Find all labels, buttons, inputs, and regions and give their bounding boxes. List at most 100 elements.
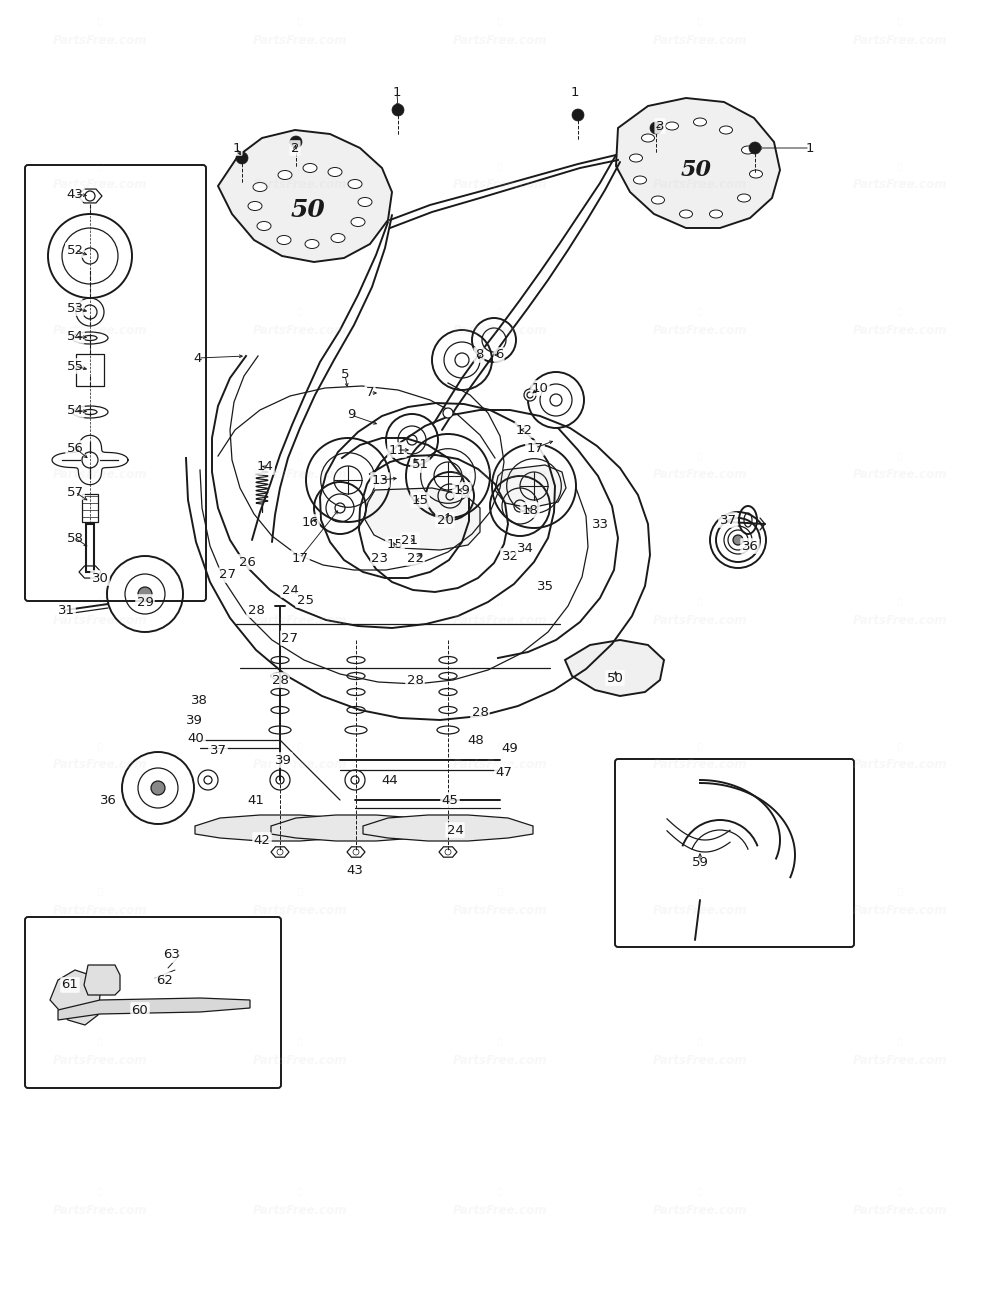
- Text: PartsFree.com: PartsFree.com: [453, 758, 547, 771]
- Text: 1: 1: [571, 85, 579, 98]
- Text: ꀑ: ꀑ: [898, 18, 902, 26]
- Text: 39: 39: [186, 713, 202, 726]
- Text: 35: 35: [536, 580, 554, 593]
- Circle shape: [392, 104, 404, 116]
- Text: PartsFree.com: PartsFree.com: [653, 613, 747, 626]
- Text: PartsFree.com: PartsFree.com: [53, 468, 147, 481]
- Bar: [76, 355, 104, 386]
- Text: ꀑ: ꀑ: [698, 163, 702, 172]
- Bar: [82, 494, 98, 521]
- Text: 53: 53: [66, 302, 84, 314]
- Text: 54: 54: [67, 404, 83, 417]
- Text: 4: 4: [194, 352, 202, 365]
- Text: 58: 58: [67, 532, 83, 545]
- Circle shape: [572, 109, 584, 122]
- Text: 15: 15: [386, 538, 404, 551]
- Ellipse shape: [348, 180, 362, 189]
- Ellipse shape: [257, 221, 271, 230]
- Text: ꀑ: ꀑ: [98, 18, 103, 26]
- Text: 29: 29: [137, 595, 153, 608]
- Text: ꀑ: ꀑ: [898, 1188, 902, 1197]
- Text: 24: 24: [282, 584, 298, 597]
- Text: 11: 11: [388, 444, 406, 457]
- Polygon shape: [364, 488, 480, 550]
- Ellipse shape: [710, 210, 722, 217]
- Text: ꀑ: ꀑ: [898, 888, 902, 897]
- Ellipse shape: [742, 146, 755, 154]
- Ellipse shape: [248, 202, 262, 211]
- Text: ꀑ: ꀑ: [498, 1038, 503, 1047]
- Text: PartsFree.com: PartsFree.com: [853, 613, 947, 626]
- Ellipse shape: [666, 122, 678, 129]
- Ellipse shape: [634, 176, 646, 184]
- Text: PartsFree.com: PartsFree.com: [53, 324, 147, 336]
- Text: 40: 40: [188, 731, 204, 744]
- Text: 27: 27: [282, 631, 298, 644]
- Text: PartsFree.com: PartsFree.com: [53, 758, 147, 771]
- Text: ꀑ: ꀑ: [898, 453, 902, 462]
- Ellipse shape: [331, 233, 345, 242]
- Circle shape: [290, 136, 302, 148]
- Text: ꀑ: ꀑ: [698, 598, 702, 607]
- Text: 57: 57: [66, 485, 84, 498]
- Text: PartsFree.com: PartsFree.com: [653, 1053, 747, 1066]
- Ellipse shape: [303, 163, 317, 172]
- Text: PartsFree.com: PartsFree.com: [853, 1053, 947, 1066]
- Circle shape: [138, 587, 152, 600]
- Text: PartsFree.com: PartsFree.com: [853, 34, 947, 47]
- Text: 3: 3: [656, 119, 664, 132]
- Text: ꀑ: ꀑ: [498, 163, 503, 172]
- Text: ꀑ: ꀑ: [298, 18, 302, 26]
- Text: 50: 50: [607, 672, 623, 685]
- Ellipse shape: [652, 195, 664, 204]
- Polygon shape: [271, 815, 441, 841]
- Text: 59: 59: [692, 855, 708, 868]
- Ellipse shape: [305, 239, 319, 248]
- Text: 28: 28: [407, 673, 423, 687]
- Text: PartsFree.com: PartsFree.com: [53, 179, 147, 192]
- Text: 26: 26: [239, 555, 255, 568]
- Text: 2: 2: [291, 141, 299, 154]
- Text: ꀑ: ꀑ: [298, 743, 302, 752]
- Polygon shape: [616, 98, 780, 228]
- Text: PartsFree.com: PartsFree.com: [653, 1203, 747, 1216]
- Text: 48: 48: [468, 734, 484, 747]
- Text: PartsFree.com: PartsFree.com: [253, 758, 347, 771]
- Text: 50: 50: [291, 198, 325, 223]
- Text: 52: 52: [66, 243, 84, 256]
- Text: PartsFree.com: PartsFree.com: [853, 758, 947, 771]
- Text: ꀑ: ꀑ: [698, 18, 702, 26]
- Text: ꀑ: ꀑ: [298, 888, 302, 897]
- Text: ꀑ: ꀑ: [298, 308, 302, 317]
- Text: ꀑ: ꀑ: [898, 163, 902, 172]
- Text: 41: 41: [248, 793, 264, 806]
- Text: PartsFree.com: PartsFree.com: [453, 613, 547, 626]
- Text: 28: 28: [472, 705, 488, 718]
- Text: ꀑ: ꀑ: [98, 163, 103, 172]
- Text: ꀑ: ꀑ: [698, 1038, 702, 1047]
- Text: ꀑ: ꀑ: [98, 888, 103, 897]
- Text: 22: 22: [406, 551, 424, 564]
- Circle shape: [151, 782, 165, 795]
- Text: 27: 27: [220, 568, 237, 581]
- Text: PartsFree.com: PartsFree.com: [253, 1053, 347, 1066]
- Text: 15: 15: [412, 493, 428, 506]
- Text: ꀑ: ꀑ: [698, 1188, 702, 1197]
- Text: ꀑ: ꀑ: [298, 1188, 302, 1197]
- Text: PartsFree.com: PartsFree.com: [53, 1053, 147, 1066]
- Text: PartsFree.com: PartsFree.com: [253, 1203, 347, 1216]
- Text: ꀑ: ꀑ: [898, 743, 902, 752]
- Text: 55: 55: [66, 360, 84, 373]
- Text: 50: 50: [680, 159, 712, 181]
- Text: PartsFree.com: PartsFree.com: [453, 34, 547, 47]
- Text: ꀑ: ꀑ: [298, 163, 302, 172]
- Text: 17: 17: [292, 551, 308, 564]
- Text: 38: 38: [191, 694, 207, 707]
- Text: PartsFree.com: PartsFree.com: [453, 324, 547, 336]
- Text: ꀑ: ꀑ: [498, 308, 503, 317]
- Text: ꀑ: ꀑ: [898, 1038, 902, 1047]
- Text: ꀑ: ꀑ: [98, 453, 103, 462]
- Text: 51: 51: [412, 458, 428, 471]
- Text: ꀑ: ꀑ: [98, 1188, 103, 1197]
- Text: 21: 21: [402, 533, 418, 546]
